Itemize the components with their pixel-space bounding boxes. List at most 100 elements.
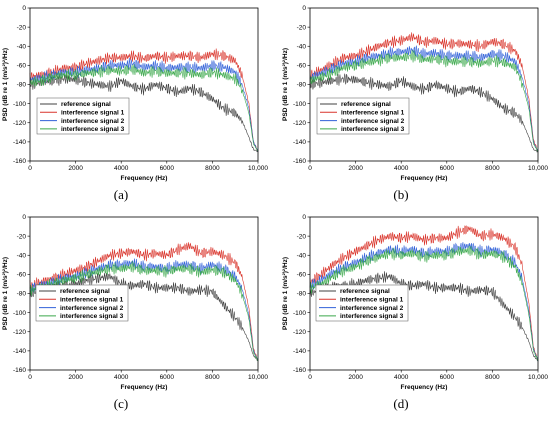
y-tick-label: -100 (13, 101, 26, 108)
legend-label-1: reference signal (340, 288, 390, 295)
y-tick-label: -60 (297, 63, 307, 70)
series-line-4 (309, 50, 539, 152)
y-axis-label: PSD (dB re 1 (m/s²)²/Hz) (282, 257, 289, 330)
y-tick-label: -20 (297, 24, 307, 31)
x-axis-label: Frequency (Hz) (401, 384, 448, 391)
y-tick-label: -60 (17, 272, 27, 279)
x-tick-label: 2000 (68, 374, 83, 381)
legend-label-1: reference signal (61, 101, 111, 108)
y-tick-label: -140 (293, 139, 306, 146)
y-tick-label: -80 (17, 82, 27, 89)
x-tick-label: 4000 (394, 165, 409, 172)
y-tick-label: -120 (293, 329, 306, 336)
series-line-2 (309, 32, 539, 151)
x-axis-label: Frequency (Hz) (121, 175, 168, 182)
x-tick-label: 10,000 (248, 165, 268, 172)
y-tick-label: -140 (13, 348, 26, 355)
legend-label-2: interference signal 1 (61, 110, 125, 117)
legend-label-3: interference signal 2 (340, 305, 404, 312)
x-tick-label: 0 (308, 165, 312, 172)
x-tick-label: 10,000 (248, 374, 268, 381)
panel-label: (c) (114, 396, 128, 411)
y-tick-label: -160 (13, 158, 26, 165)
y-tick-label: -80 (297, 82, 307, 89)
x-tick-label: 0 (308, 374, 312, 381)
y-tick-label: -140 (293, 348, 306, 355)
y-tick-label: -80 (17, 291, 27, 298)
chart-panel-4: 0 2000 4000 6000 8000 10,000 0 -20 -40 -60 -80 -100… (282, 214, 548, 411)
y-tick-label: -120 (13, 329, 26, 336)
x-tick-label: 0 (28, 374, 32, 381)
y-tick-label: -20 (297, 233, 307, 240)
y-tick-label: -80 (297, 291, 307, 298)
legend-label-4: interference signal 3 (340, 313, 404, 320)
x-tick-label: 8000 (205, 374, 220, 381)
x-tick-label: 8000 (485, 165, 500, 172)
y-tick-label: -40 (17, 43, 27, 50)
y-tick-label: 0 (302, 214, 306, 221)
x-tick-label: 10,000 (528, 165, 548, 172)
x-tick-label: 6000 (160, 374, 175, 381)
legend-label-3: interference signal 2 (60, 305, 124, 312)
y-tick-label: -140 (13, 139, 26, 146)
y-tick-label: -40 (297, 252, 307, 259)
x-tick-label: 0 (28, 165, 32, 172)
chart-panel-3: 0 2000 4000 6000 8000 10,000 0 -20 -40 -60 -80 -100… (2, 214, 268, 411)
x-tick-label: 2000 (348, 374, 363, 381)
x-axis-label: Frequency (Hz) (401, 175, 448, 182)
y-axis-label: PSD (dB re 1 (m/s²)²/Hz) (2, 48, 9, 121)
legend-label-1: reference signal (60, 288, 110, 295)
legend-label-4: interference signal 3 (341, 126, 405, 133)
y-tick-label: -40 (297, 43, 307, 50)
panel-label: (a) (114, 187, 128, 202)
series-line-4 (309, 245, 539, 361)
legend-label-2: interference signal 1 (341, 110, 405, 117)
panel-label: (b) (393, 187, 408, 202)
x-tick-label: 4000 (114, 165, 129, 172)
plot-frame (29, 7, 259, 162)
x-tick-label: 6000 (440, 374, 455, 381)
legend-label-2: interference signal 1 (60, 297, 124, 304)
y-tick-label: -20 (17, 24, 27, 31)
y-tick-label: -40 (17, 252, 27, 259)
y-tick-label: -60 (17, 63, 27, 70)
x-axis-label: Frequency (Hz) (121, 384, 168, 391)
legend-label-2: interference signal 1 (340, 297, 404, 304)
y-tick-label: -160 (293, 158, 306, 165)
series-line-2 (309, 225, 539, 361)
series-line-2 (29, 48, 259, 152)
legend-label-3: interference signal 2 (341, 118, 405, 125)
legend-label-3: interference signal 2 (61, 118, 125, 125)
x-tick-label: 6000 (160, 165, 175, 172)
series-line-2 (29, 242, 259, 361)
series-line-4 (29, 260, 259, 361)
plot-frame (309, 7, 539, 162)
y-tick-label: 0 (22, 214, 26, 221)
legend-box (36, 97, 130, 135)
x-tick-label: 2000 (348, 165, 363, 172)
x-tick-label: 8000 (205, 165, 220, 172)
series-line-1 (309, 73, 539, 153)
y-axis-label: PSD (dB re 1 (m/s²)²/Hz) (282, 48, 289, 121)
y-tick-label: -20 (17, 233, 27, 240)
panel-label: (d) (393, 396, 408, 411)
x-tick-label: 6000 (440, 165, 455, 172)
chart-panel-1: 0 2000 4000 6000 8000 10,000 0 -20 -40 -60 -80 -100… (2, 5, 268, 202)
y-tick-label: -120 (13, 120, 26, 127)
y-tick-label: -120 (293, 120, 306, 127)
y-tick-label: -160 (293, 367, 306, 374)
y-tick-label: 0 (22, 5, 26, 12)
y-tick-label: -100 (13, 310, 26, 317)
y-tick-label: 0 (302, 5, 306, 12)
x-tick-label: 4000 (114, 374, 129, 381)
legend-label-1: reference signal (341, 101, 391, 108)
x-tick-label: 2000 (68, 165, 83, 172)
y-tick-label: -160 (13, 367, 26, 374)
y-axis-label: PSD (dB re 1 (m/s²)²/Hz) (2, 257, 9, 330)
legend-label-4: interference signal 3 (61, 126, 125, 133)
y-tick-label: -100 (293, 310, 306, 317)
x-tick-label: 4000 (394, 374, 409, 381)
